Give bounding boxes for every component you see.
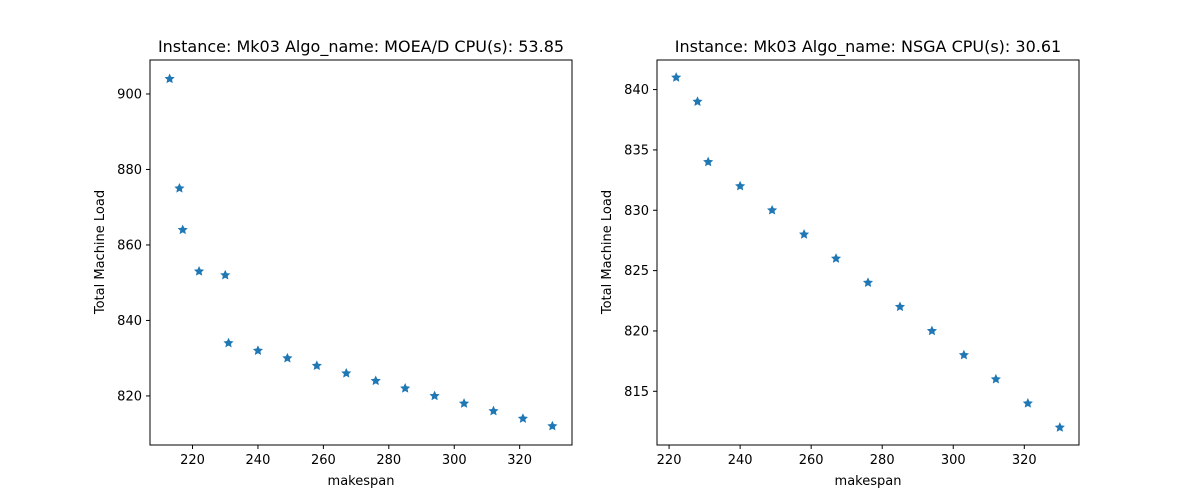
right-data-point <box>926 325 937 336</box>
left-data-point <box>370 375 381 386</box>
left-y-tick-label: 860 <box>117 238 142 253</box>
right-x-tick-label: 320 <box>1012 453 1037 468</box>
left-data-point <box>341 367 352 378</box>
right-data-point <box>862 277 874 287</box>
left-data-point <box>220 269 231 280</box>
right-x-tick-label: 300 <box>941 453 966 468</box>
left-data-point <box>400 383 411 393</box>
left-data-point <box>177 224 188 235</box>
right-y-tick-label: 815 <box>624 385 649 400</box>
left-data-point <box>517 413 528 423</box>
left-data-point <box>547 420 558 431</box>
left-chart-moead: Instance: Mk03 Algo_name: MOEA/D CPU(s):… <box>93 37 573 489</box>
right-plot-frame <box>656 59 1080 446</box>
right-data-point <box>703 156 714 167</box>
right-x-ticks: 220 240 260 280 300 320 <box>657 445 1037 468</box>
left-data-point <box>429 390 440 401</box>
left-data-point <box>282 352 293 363</box>
left-data-point <box>174 183 185 193</box>
left-data-points <box>164 73 558 431</box>
left-chart-title: Instance: Mk03 Algo_name: MOEA/D CPU(s):… <box>158 37 564 57</box>
left-x-tick-label: 240 <box>246 453 271 468</box>
right-chart-nsga: Instance: Mk03 Algo_name: NSGA CPU(s): 3… <box>600 37 1080 489</box>
right-data-point <box>830 253 842 263</box>
left-y-tick-label: 880 <box>117 163 142 178</box>
right-data-point <box>799 229 810 239</box>
right-x-tick-label: 260 <box>799 453 824 468</box>
left-x-tick-label: 280 <box>376 453 401 468</box>
right-data-point <box>671 72 682 82</box>
right-x-axis-label: makespan <box>835 474 902 489</box>
left-data-point <box>223 337 234 348</box>
left-data-point <box>311 360 322 371</box>
right-y-axis-label: Total Machine Load <box>600 190 615 315</box>
left-x-tick-label: 220 <box>180 453 205 468</box>
right-chart-title: Instance: Mk03 Algo_name: NSGA CPU(s): 3… <box>675 37 1061 57</box>
left-y-tick-label: 900 <box>117 87 142 102</box>
right-x-tick-label: 220 <box>657 453 682 468</box>
left-y-tick-label: 840 <box>117 314 142 329</box>
right-y-ticks: 815 820 825 830 835 840 <box>624 83 657 400</box>
right-data-points <box>671 72 1065 432</box>
left-x-axis-label: makespan <box>328 474 395 489</box>
left-data-point <box>252 345 264 355</box>
left-y-axis-label: Total Machine Load <box>93 190 108 315</box>
right-y-tick-label: 825 <box>624 264 649 279</box>
left-plot-frame <box>149 59 573 446</box>
right-data-point <box>990 373 1001 384</box>
right-data-point <box>958 349 969 360</box>
right-x-tick-label: 280 <box>870 453 895 468</box>
right-y-tick-label: 840 <box>624 83 649 98</box>
right-data-point <box>692 96 703 106</box>
right-data-point <box>1054 422 1065 432</box>
left-x-tick-label: 260 <box>311 453 336 468</box>
left-data-point <box>194 266 205 276</box>
left-data-point <box>164 73 175 84</box>
right-data-point <box>1022 398 1033 408</box>
right-data-point <box>894 301 906 312</box>
left-x-ticks: 220 240 260 280 300 320 <box>180 445 532 468</box>
left-y-tick-label: 820 <box>117 389 142 404</box>
left-data-point <box>488 405 499 416</box>
left-data-point <box>458 398 470 408</box>
right-y-tick-label: 830 <box>624 204 649 219</box>
right-y-tick-label: 835 <box>624 143 649 158</box>
right-y-tick-label: 820 <box>624 324 649 339</box>
left-x-tick-label: 320 <box>507 453 532 468</box>
right-data-point <box>735 180 746 191</box>
left-y-ticks: 820 840 860 880 900 <box>117 87 150 404</box>
right-x-tick-label: 240 <box>728 453 753 468</box>
left-x-tick-label: 300 <box>442 453 467 468</box>
right-data-point <box>767 204 778 215</box>
